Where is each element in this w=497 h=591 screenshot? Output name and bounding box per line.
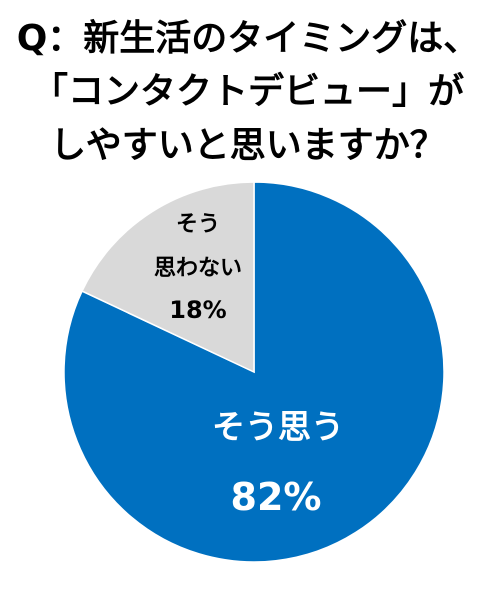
slice-label-agree-value: 82%: [231, 475, 322, 519]
title-line-1: Q：新生活のタイミングは、: [17, 18, 480, 59]
slice-label-agree-name: そう思う: [212, 407, 344, 446]
chart-title: Q：新生活のタイミングは、 「コンタクトデビュー」が しやすいと思いますか？: [17, 18, 480, 166]
title-line-3: しやすいと思いますか？: [50, 125, 446, 166]
pie-slices: [63, 181, 445, 563]
slice-label-disagree: そう 思わない 18%: [154, 212, 242, 324]
slice-label-disagree-value: 18%: [169, 296, 226, 324]
pie-slice-disagree: [81, 181, 255, 374]
slice-label-disagree-line-1: そう: [176, 212, 220, 237]
title-line-2: 「コンタクトデビュー」が: [32, 70, 464, 112]
slice-label-agree: そう思う 82%: [212, 407, 344, 519]
slice-label-disagree-line-2: 思わない: [154, 256, 242, 281]
